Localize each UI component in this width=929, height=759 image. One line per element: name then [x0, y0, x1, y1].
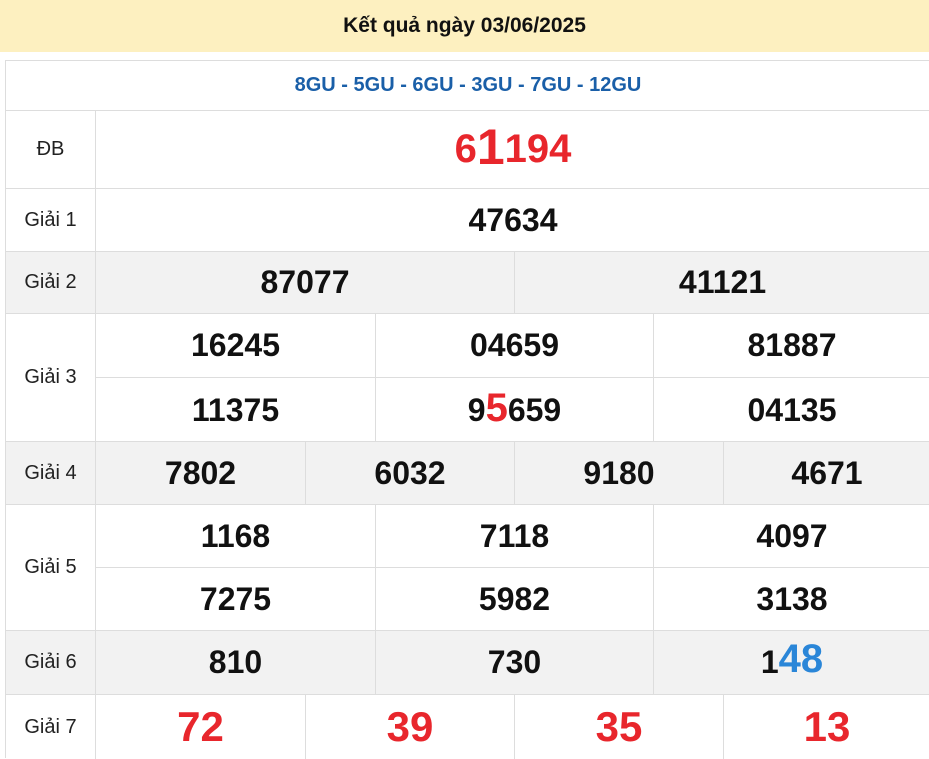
- prize-row-db: ĐB 6 1 194: [6, 111, 929, 189]
- prize-number: 4097: [653, 505, 929, 567]
- prize-number: 35: [514, 695, 723, 759]
- prize-label: Giải 1: [6, 189, 96, 251]
- prize-label: Giải 6: [6, 631, 96, 694]
- digits: 1: [760, 644, 779, 680]
- prize-number: 04135: [653, 378, 929, 442]
- digits: 9: [467, 391, 486, 428]
- prize-number: 1 48: [653, 631, 929, 694]
- prize-row-g7: Giải 7 72 39 35 13: [6, 695, 929, 759]
- prize-number: 47634: [468, 201, 558, 238]
- prize-number: 5982: [375, 568, 653, 631]
- prize-number: 87077: [260, 264, 350, 300]
- highlight-digit: 5: [485, 385, 508, 430]
- prize-number: 9 5 659: [375, 378, 653, 442]
- station-codes: 8GU - 5GU - 6GU - 3GU - 7GU - 12GU: [6, 61, 929, 111]
- prize-number: 6 1 194: [96, 111, 929, 188]
- prize-number: 6032: [305, 442, 514, 504]
- prize-label: Giải 7: [6, 695, 96, 759]
- prize-number: 7118: [375, 505, 653, 567]
- prize-label: ĐB: [6, 111, 96, 188]
- prize-number: 3138: [653, 568, 929, 631]
- prize-number: 7802: [164, 454, 237, 491]
- prize-number: 41121: [514, 252, 929, 313]
- digits: 6: [454, 127, 477, 171]
- prize-number: 39: [305, 695, 514, 759]
- prize-label: Giải 5: [6, 505, 96, 630]
- page-title: Kết quả ngày 03/06/2025: [0, 0, 929, 52]
- prize-number: 810: [208, 644, 263, 680]
- digits: 194: [504, 127, 572, 171]
- prize-number: 9180: [514, 442, 723, 504]
- prize-label: Giải 4: [6, 442, 96, 504]
- prize-row-g3: Giải 3 16245 04659 81887 11375 9 5 659 041…: [6, 314, 929, 442]
- prize-label: Giải 2: [6, 252, 96, 313]
- prize-number: 72: [177, 703, 224, 750]
- highlight-digit: 48: [778, 637, 824, 681]
- prize-row-g5: Giải 5 1168 7118 4097 7275 5982 3138: [6, 505, 929, 631]
- digits: 659: [507, 391, 562, 428]
- prize-number: 11375: [191, 391, 280, 428]
- prize-label: Giải 3: [6, 314, 96, 441]
- prize-number: 81887: [653, 314, 929, 377]
- prize-row-g6: Giải 6 810 730 1 48: [6, 631, 929, 695]
- prize-number: 1168: [200, 517, 271, 554]
- prize-row-g2: Giải 2 87077 41121: [6, 252, 929, 314]
- prize-number: 04659: [375, 314, 653, 377]
- prize-row-g4: Giải 4 7802 6032 9180 4671: [6, 442, 929, 505]
- prize-number: 730: [375, 631, 653, 694]
- prize-number: 13: [723, 695, 929, 759]
- prize-number: 7275: [199, 581, 272, 617]
- highlight-digit: 1: [476, 118, 505, 175]
- prize-number: 4671: [723, 442, 929, 504]
- prize-number: 16245: [191, 327, 280, 363]
- prize-row-g1: Giải 1 47634: [6, 189, 929, 252]
